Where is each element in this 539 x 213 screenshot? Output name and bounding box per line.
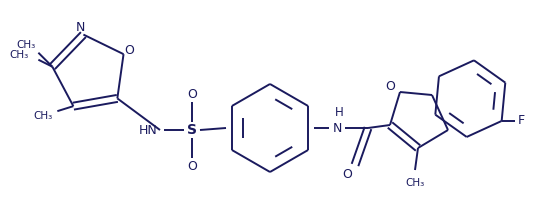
Text: O: O [125, 44, 135, 57]
Text: CH₃: CH₃ [405, 178, 425, 188]
Text: CH₃: CH₃ [17, 40, 36, 50]
Text: H: H [335, 106, 343, 119]
Text: F: F [518, 114, 525, 127]
Text: HN: HN [139, 124, 157, 137]
Text: O: O [187, 160, 197, 173]
Text: N: N [333, 121, 342, 134]
Text: N: N [75, 21, 85, 34]
Text: O: O [187, 88, 197, 101]
Text: CH₃: CH₃ [9, 50, 29, 60]
Text: S: S [187, 123, 197, 137]
Text: O: O [385, 81, 395, 94]
Text: O: O [342, 168, 352, 181]
Text: CH₃: CH₃ [34, 111, 53, 121]
